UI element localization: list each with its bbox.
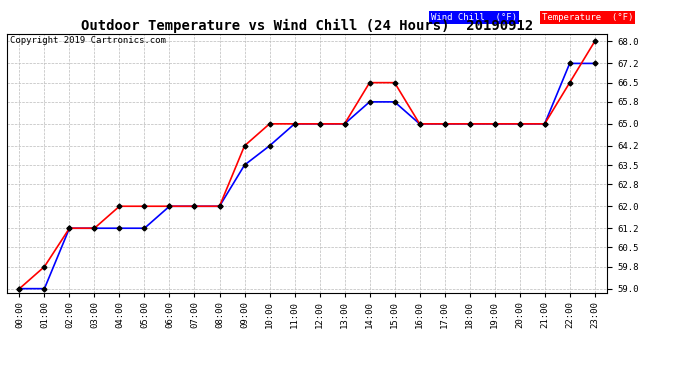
Title: Outdoor Temperature vs Wind Chill (24 Hours)  20190912: Outdoor Temperature vs Wind Chill (24 Ho… bbox=[81, 18, 533, 33]
Text: Copyright 2019 Cartronics.com: Copyright 2019 Cartronics.com bbox=[10, 36, 166, 45]
Text: Wind Chill  (°F): Wind Chill (°F) bbox=[431, 13, 518, 22]
Text: Temperature  (°F): Temperature (°F) bbox=[542, 13, 633, 22]
